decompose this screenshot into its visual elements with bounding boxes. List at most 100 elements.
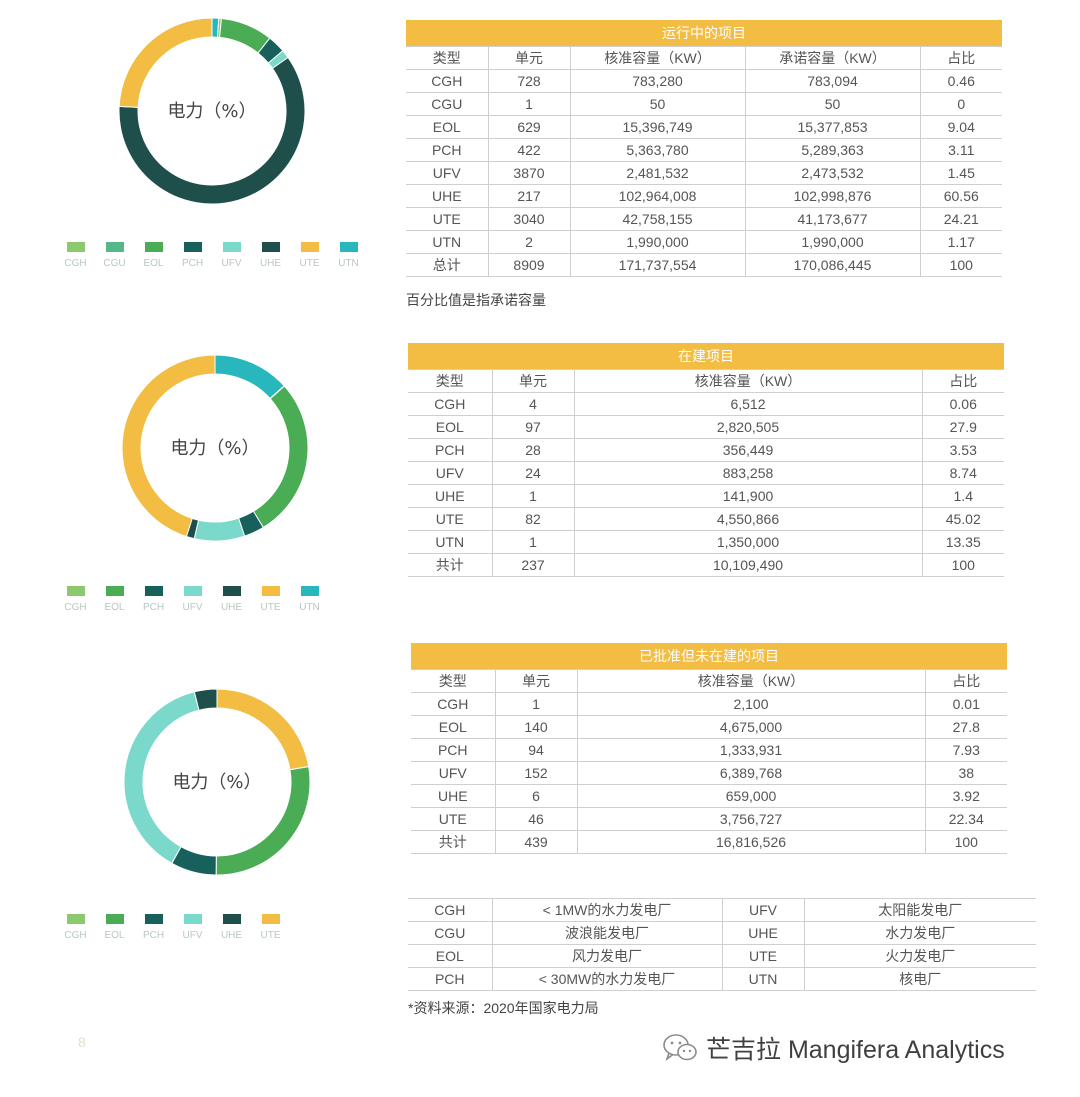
table-cell: 共计 <box>408 553 492 577</box>
legend-swatch <box>222 914 241 924</box>
table-row: UTE 3040 42,758,155 41,173,677 24.21 <box>406 207 1003 231</box>
table-cell: 22.34 <box>924 807 1007 831</box>
table-construction: 在建项目 类型 单元 核准容量（KW） 占比 CGH 4 6,512 0.06 EOL… <box>408 343 1004 577</box>
table-cell: 42,758,155 <box>569 207 745 231</box>
legend-label: UTN <box>338 258 359 269</box>
glossary-desc: 核电厂 <box>803 967 1036 991</box>
table-cell: 94 <box>494 738 577 762</box>
page-number: 8 <box>78 1034 86 1050</box>
donut-chart-construction: 电力（%） <box>118 351 312 545</box>
table-cell: 28 <box>491 438 574 462</box>
legend-operating: CGH CGU EOL PCH UFV UHE UTE UTN <box>56 242 368 270</box>
table-cell: CGH <box>411 692 495 716</box>
legend-label: PCH <box>142 930 165 941</box>
glossary-row: PCH < 30MW的水力发电厂 UTN 核电厂 <box>408 967 1036 991</box>
table-cell: UFV <box>411 761 495 785</box>
table-header-cell: 占比 <box>924 669 1007 693</box>
table-cell: 24.21 <box>919 207 1003 231</box>
legend-swatch <box>183 242 202 252</box>
glossary-desc: 火力发电厂 <box>803 944 1036 968</box>
table-cell: UFV <box>408 461 492 485</box>
table-cell: CGU <box>406 92 488 116</box>
table-total-row: 共计 439 16,816,526 100 <box>411 830 1007 854</box>
table-cell: 217 <box>487 184 570 208</box>
table-cell: 1 <box>491 530 574 554</box>
glossary-code: UHE <box>721 921 804 945</box>
legend-item-uhe: UHE <box>251 242 291 269</box>
table-cell: CGH <box>406 69 488 93</box>
table-row: UFV 3870 2,481,532 2,473,532 1.45 <box>406 161 1003 185</box>
table-cell: 100 <box>919 253 1003 277</box>
table-cell: 0.01 <box>924 692 1007 716</box>
legend-swatch <box>222 242 241 252</box>
table-cell: 2,481,532 <box>569 161 745 185</box>
table-cell: 16,816,526 <box>576 830 925 854</box>
legend-swatch <box>300 242 319 252</box>
legend-swatch <box>183 586 202 596</box>
table-cell: 8.74 <box>921 461 1004 485</box>
legend-item-ufv: UFV <box>173 914 213 941</box>
legend-label: UFV <box>182 930 203 941</box>
table-cell: 102,998,876 <box>744 184 920 208</box>
table-cell: 97 <box>491 415 574 439</box>
table-caption: 在建项目 <box>408 343 1004 370</box>
legend-label: UTN <box>299 602 320 613</box>
table-row: CGH 1 2,100 0.01 <box>411 692 1007 716</box>
table-cell: 422 <box>487 138 570 162</box>
legend-label: PCH <box>181 258 204 269</box>
table-row: PCH 28 356,449 3.53 <box>408 438 1004 462</box>
legend-item-uhe: UHE <box>212 586 252 613</box>
legend-label: EOL <box>143 258 164 269</box>
table-cell: 2,473,532 <box>744 161 920 185</box>
table-cell: EOL <box>411 715 495 739</box>
table-cell: 2 <box>487 230 570 254</box>
table-row: CGH 728 783,280 783,094 0.46 <box>406 69 1003 93</box>
legend-item-eol: EOL <box>95 586 135 613</box>
table-cell: UTN <box>408 530 492 554</box>
table-cell: 3870 <box>487 161 570 185</box>
table-cell: 45.02 <box>921 507 1004 531</box>
table-cell: 8909 <box>487 253 570 277</box>
glossary-row: CGH < 1MW的水力发电厂 UFV 太阳能发电厂 <box>408 898 1036 922</box>
table-header-cell: 单元 <box>487 46 570 70</box>
legend-swatch <box>144 586 163 596</box>
table-row: UTE 82 4,550,866 45.02 <box>408 507 1004 531</box>
legend-label: UTE <box>260 930 281 941</box>
table-cell: 3040 <box>487 207 570 231</box>
legend-swatch <box>66 914 85 924</box>
table-row: CGU 1 50 50 0 <box>406 92 1003 116</box>
donut-slice-uhe <box>193 688 218 711</box>
legend-swatch <box>66 242 85 252</box>
legend-label: UFV <box>182 602 203 613</box>
legend-item-utn: UTN <box>329 242 369 269</box>
table-cell: 100 <box>924 830 1007 854</box>
table-cell: UHE <box>406 184 488 208</box>
table-approved: 已批准但未在建的项目 类型 单元 核准容量（KW） 占比 CGH 1 2,100 0.… <box>411 643 1007 854</box>
donut-chart-approved: 电力（%） <box>120 685 314 879</box>
table-cell: 2,820,505 <box>573 415 922 439</box>
table-cell: 1 <box>487 92 570 116</box>
table-cell: 0.06 <box>921 392 1004 416</box>
legend-item-ufv: UFV <box>212 242 252 269</box>
table-cell: CGH <box>408 392 492 416</box>
table-cell: 15,377,853 <box>744 115 920 139</box>
glossary-code: PCH <box>408 967 492 991</box>
legend-item-pch: PCH <box>173 242 213 269</box>
table-cell: 1 <box>494 692 577 716</box>
table-row: PCH 94 1,333,931 7.93 <box>411 738 1007 762</box>
legend-item-eol: EOL <box>134 242 174 269</box>
donut-slice-ute <box>121 354 216 538</box>
table-cell: 140 <box>494 715 577 739</box>
table-cell: UTE <box>406 207 488 231</box>
table-cell: 1.45 <box>919 161 1003 185</box>
table-cell: 1.17 <box>919 230 1003 254</box>
table-header-cell: 类型 <box>411 669 495 693</box>
glossary-desc: < 1MW的水力发电厂 <box>491 898 722 922</box>
table-cell: 3.11 <box>919 138 1003 162</box>
table-cell: PCH <box>408 438 492 462</box>
legend-item-cgh: CGH <box>56 586 96 613</box>
legend-swatch <box>144 242 163 252</box>
table-cell: 4,675,000 <box>576 715 925 739</box>
table-cell: UHE <box>408 484 492 508</box>
table-cell: 46 <box>494 807 577 831</box>
